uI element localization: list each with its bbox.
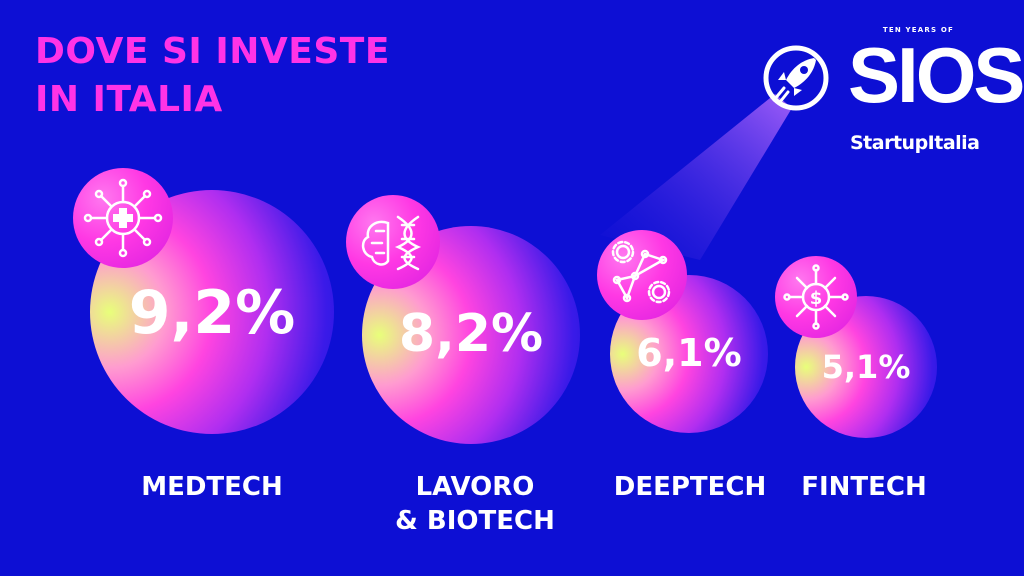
category-label-medtech: MEDTECH — [141, 472, 283, 502]
value-label-deeptech: 6,1% — [636, 331, 742, 375]
value-label-lavoro-biotech: 8,2% — [398, 304, 544, 364]
category-label-deeptech: DEEPTECH — [613, 472, 767, 502]
brain-dna-icon — [361, 215, 422, 271]
title-line-1: DOVE SI INVESTE — [35, 31, 390, 72]
value-label-fintech: 5,1% — [821, 348, 911, 386]
value-label-medtech: 9,2% — [128, 278, 296, 348]
network-gears-icon — [611, 240, 671, 304]
badge-medtech — [73, 168, 173, 268]
category-label-lavoro-biotech: LAVORO & BIOTECH — [375, 470, 575, 538]
category-label-lavoro-line-2: & BIOTECH — [395, 506, 555, 536]
logo-tagline: TEN YEARS OF — [882, 26, 954, 34]
medical-circuit-icon — [83, 178, 163, 258]
bubble-medtech: 9,2% — [90, 190, 334, 434]
svg-text:$: $ — [810, 288, 823, 309]
title-line-2: IN ITALIA — [35, 79, 223, 120]
badge-lavoro-biotech — [346, 195, 440, 289]
sios-logo: TEN YEARS OF SIOS StartupItalia — [762, 26, 1024, 156]
badge-deeptech — [597, 230, 687, 320]
category-label-fintech: FINTECH — [801, 472, 927, 502]
logo-brand: StartupItalia — [850, 132, 980, 154]
dollar-circuit-icon: $ — [783, 264, 849, 330]
logo-name: SIOS — [848, 31, 1024, 119]
badge-fintech: $ — [775, 256, 857, 338]
rocket-icon — [763, 45, 829, 111]
page-title: DOVE SI INVESTE IN ITALIA — [35, 28, 390, 124]
category-label-lavoro-line-1: LAVORO — [415, 472, 535, 502]
